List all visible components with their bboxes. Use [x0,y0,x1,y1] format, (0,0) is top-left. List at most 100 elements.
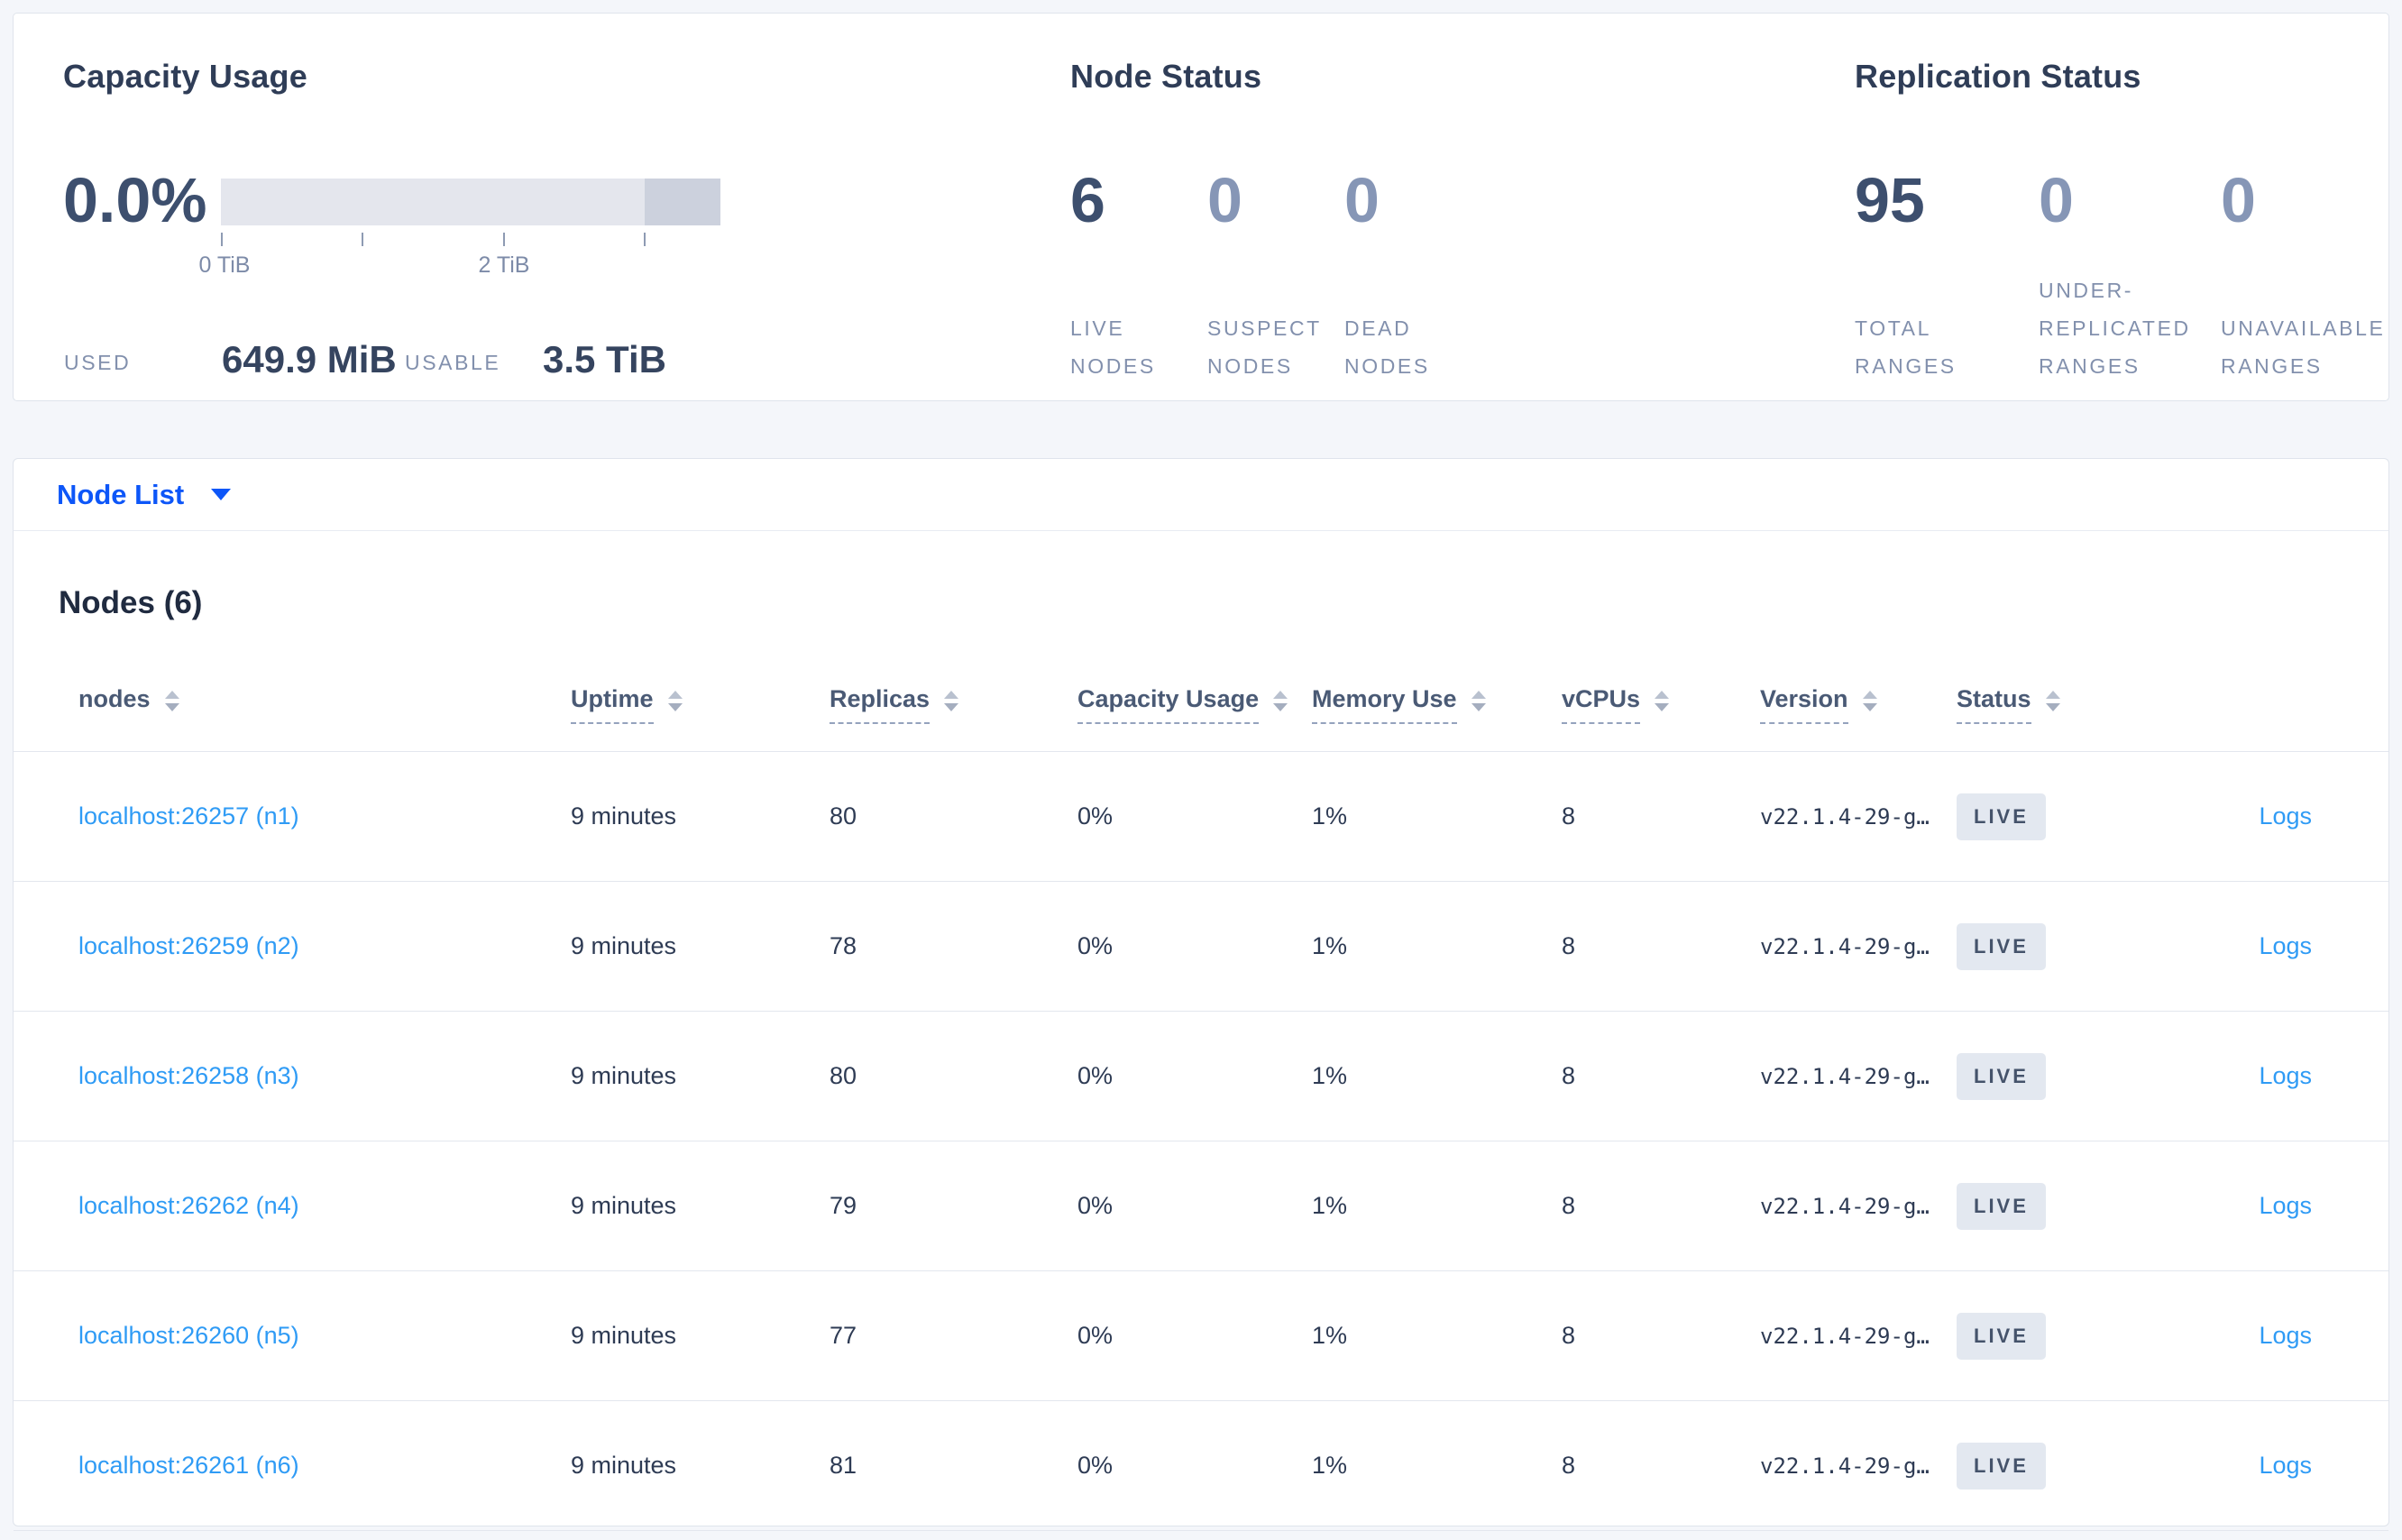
sort-icon [1655,691,1670,711]
capacity-usage-cell: 0% [1077,802,1114,830]
version-cell: v22.1.4-29-g… [1760,803,1930,830]
axis-tick [503,233,505,246]
node-status-section: Node Status 6 LIVE NODES 0 SUSPECT NODES… [1070,53,1427,385]
stat-label: DEAD NODES [1344,316,1430,378]
sort-icon [667,691,683,711]
memory-use-cell: 1% [1312,1452,1348,1479]
stat-value: 0 [2221,165,2256,235]
logs-link[interactable]: Logs [2259,802,2312,830]
axis-tick [644,233,646,246]
column-header-version[interactable]: Version [1760,684,1957,724]
version-cell: v22.1.4-29-g… [1760,933,1930,959]
status-badge: LIVE [1957,1182,2046,1230]
node-address-link[interactable]: localhost:26259 (n2) [78,932,299,959]
column-header-nodes[interactable]: nodes [78,684,571,724]
stat-value: 0 [1207,165,1242,235]
uptime-cell: 9 minutes [571,802,677,830]
capacity-usage-cell: 0% [1077,1192,1114,1219]
chevron-down-icon [211,489,232,500]
usable-label: USABLE [405,351,501,374]
capacity-usage-cell: 0% [1077,932,1114,959]
column-header-capacity-usage[interactable]: Capacity Usage [1077,684,1312,724]
status-badge: LIVE [1957,1312,2046,1360]
column-header-vcpus[interactable]: vCPUs [1562,684,1760,724]
sort-icon [2045,691,2060,711]
table-row: localhost:26261 (n6) 9 minutes 81 0% 1% … [14,1401,2388,1531]
status-badge: LIVE [1957,922,2046,970]
memory-use-cell: 1% [1312,1062,1348,1089]
cluster-summary-panel: Capacity Usage 0.0% 0 TiB 2 TiB USED 649… [13,13,2389,401]
stat-value: 95 [1855,165,1925,235]
capacity-usage-section: Capacity Usage 0.0% 0 TiB 2 TiB USED 649… [63,53,983,385]
logs-link[interactable]: Logs [2259,1062,2312,1089]
usable-value: 3.5 TiB [543,338,666,380]
logs-link[interactable]: Logs [2259,1322,2312,1349]
status-badge: LIVE [1957,1052,2046,1100]
stat-label: SUSPECT NODES [1207,316,1322,378]
column-header-status[interactable]: Status [1957,684,2196,724]
capacity-usage-cell: 0% [1077,1062,1114,1089]
sort-icon [944,691,959,711]
axis-tick-label: 2 TiB [478,252,530,278]
sort-icon [1471,691,1486,711]
memory-use-cell: 1% [1312,932,1348,959]
capacity-bar [221,179,720,225]
under-replicated-ranges-stat: 0 UNDER-REPLICATED RANGES [2039,169,2215,385]
stat-value: 6 [1070,165,1105,235]
node-address-link[interactable]: localhost:26262 (n4) [78,1192,299,1219]
version-cell: v22.1.4-29-g… [1760,1063,1930,1089]
node-address-link[interactable]: localhost:26258 (n3) [78,1062,299,1089]
replicas-cell: 79 [830,1192,857,1219]
axis-tick [221,233,223,246]
column-header-replicas[interactable]: Replicas [830,684,1077,724]
nodes-panel: Nodes (6) nodes Uptime Replicas Capacity… [13,531,2389,1531]
node-address-link[interactable]: localhost:26257 (n1) [78,802,299,830]
vcpus-cell: 8 [1562,932,1576,959]
vcpus-cell: 8 [1562,1192,1576,1219]
status-badge: LIVE [1957,1442,2046,1490]
memory-use-cell: 1% [1312,1192,1348,1219]
memory-use-cell: 1% [1312,1322,1348,1349]
capacity-usage-title: Capacity Usage [63,58,307,95]
uptime-cell: 9 minutes [571,1192,677,1219]
node-address-link[interactable]: localhost:26261 (n6) [78,1452,299,1479]
node-address-link[interactable]: localhost:26260 (n5) [78,1322,299,1349]
replicas-cell: 81 [830,1452,857,1479]
total-ranges-stat: 95 TOTAL RANGES [1855,169,2031,385]
table-header-row: nodes Uptime Replicas Capacity Usage [14,684,2388,752]
table-row: localhost:26257 (n1) 9 minutes 80 0% 1% … [14,752,2388,882]
version-cell: v22.1.4-29-g… [1760,1323,1930,1349]
replication-status-title: Replication Status [1855,58,2141,95]
column-header-logs [2196,684,2312,724]
version-cell: v22.1.4-29-g… [1760,1453,1930,1479]
uptime-cell: 9 minutes [571,1452,677,1479]
replicas-cell: 80 [830,1062,857,1089]
unavailable-ranges-stat: 0 UNAVAILABLE RANGES [2221,169,2397,385]
column-header-uptime[interactable]: Uptime [571,684,830,724]
stat-label: UNAVAILABLE RANGES [2221,316,2386,378]
table-row: localhost:26259 (n2) 9 minutes 78 0% 1% … [14,882,2388,1012]
logs-link[interactable]: Logs [2259,1192,2312,1219]
table-row: localhost:26260 (n5) 9 minutes 77 0% 1% … [14,1271,2388,1401]
axis-tick [362,233,363,246]
nodes-panel-title: Nodes (6) [59,585,203,620]
stat-value: 0 [1344,165,1380,235]
view-selector-bar: Node List [13,458,2389,531]
capacity-percent: 0.0% [63,165,207,235]
logs-link[interactable]: Logs [2259,1452,2312,1479]
uptime-cell: 9 minutes [571,1322,677,1349]
vcpus-cell: 8 [1562,802,1576,830]
vcpus-cell: 8 [1562,1452,1576,1479]
column-header-memory-use[interactable]: Memory Use [1312,684,1562,724]
stat-label: LIVE NODES [1070,316,1156,378]
capacity-usage-cell: 0% [1077,1322,1114,1349]
vcpus-cell: 8 [1562,1322,1576,1349]
logs-link[interactable]: Logs [2259,932,2312,959]
vcpus-cell: 8 [1562,1062,1576,1089]
stat-value: 0 [2039,165,2074,235]
node-list-dropdown-label: Node List [57,478,185,510]
node-list-dropdown[interactable]: Node List [57,478,232,511]
status-badge: LIVE [1957,793,2046,840]
stat-label: UNDER-REPLICATED RANGES [2039,279,2191,378]
sort-icon [164,691,179,711]
